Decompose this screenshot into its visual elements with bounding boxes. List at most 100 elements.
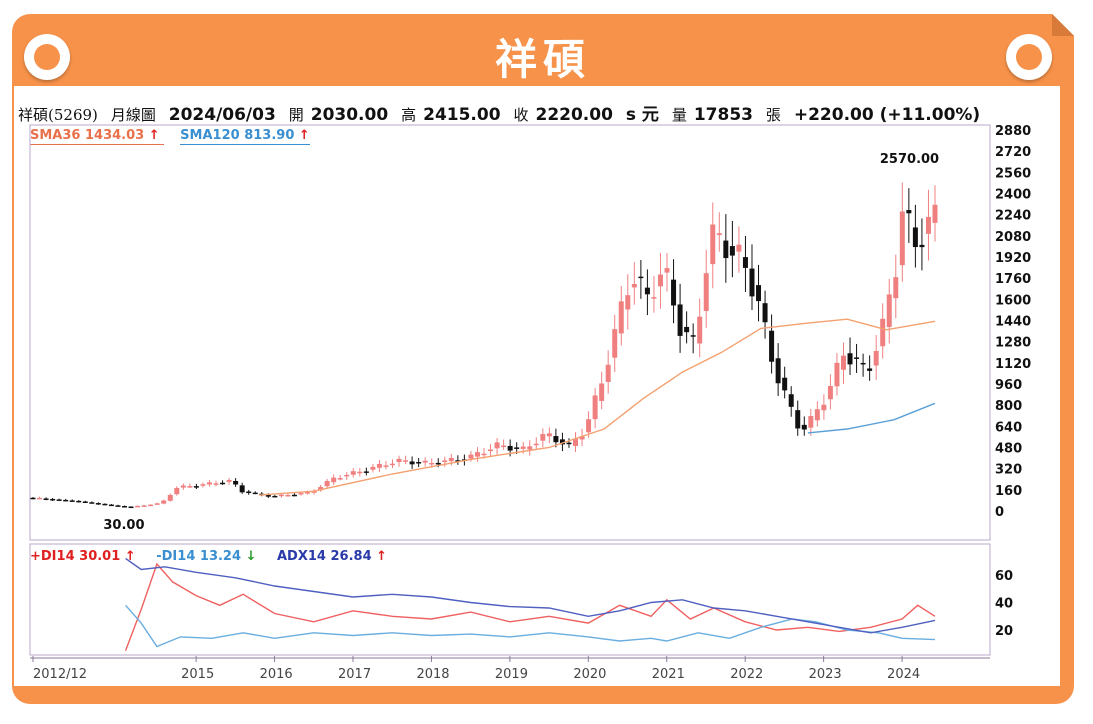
y-tick-label: 480 [995,442,1022,457]
candle-body [193,486,199,488]
candle-body [389,463,395,466]
candle-body [174,487,180,495]
candle-body [573,438,579,446]
candle-body [860,362,866,365]
sma120-line [807,402,936,434]
candle-body [605,364,611,382]
candle-body [742,257,748,268]
candle-body [448,457,454,462]
main-legend: SMA36 1434.03 ↑ SMA120 813.90 ↑ [30,128,326,145]
candle-body [847,353,853,365]
candle-body [644,287,650,295]
candle-body [782,377,788,391]
chart-panel [14,86,1060,686]
candle-body [540,434,546,441]
y-tick-label: 2720 [995,145,1031,160]
unit-label: s 元 [625,105,659,125]
candle-body [265,494,271,497]
y-tick-label: 2240 [995,209,1031,224]
candle-body [226,479,232,482]
legend-sma36: SMA36 1434.03 ↑ [30,128,165,145]
candle-body [278,494,284,497]
x-tick-label: 2015 [181,667,214,682]
high-label: 高 [401,106,417,124]
ring-icon-right [1006,34,1052,80]
candle-body [474,452,480,457]
x-tick-label: 2019 [495,667,528,682]
change-value: +220.00 (+11.00%) [793,105,981,125]
candle-body [651,297,657,299]
candle-body [775,358,781,384]
x-tick-label: 2024 [887,667,920,682]
candle-body [56,499,62,501]
candle-body [880,318,886,347]
dmi-y-tick-label: 60 [995,569,1013,584]
candle-body [697,316,703,344]
close-label: 收 [513,106,529,124]
candle-body [357,471,363,474]
candle-body [69,500,75,502]
candle-body [906,210,912,214]
candle-body [710,224,716,265]
stock-name: 祥碩(5269) [18,106,98,124]
candle-body [566,442,572,445]
candle-body [82,501,88,503]
candle-body [167,494,173,501]
y-tick-label: 1920 [995,251,1031,266]
high-value: 2415.00 [423,105,501,125]
legend-adx: ADX14 26.84 ↑ [277,549,387,565]
candle-body [899,211,905,266]
adx-label: ADX14 [277,549,326,564]
adx-value: 26.84 [330,549,372,564]
candle-body [579,436,585,440]
y-tick-label: 320 [995,463,1022,478]
x-tick-label: 2016 [260,667,293,682]
candle-body [801,424,807,430]
candle-body [318,486,324,491]
candle-body [729,246,735,256]
main-plot-area [29,124,991,541]
candle-body [827,385,833,400]
plus-di-value: 30.01 [79,549,121,564]
arrow-up-icon: ↑ [148,128,160,143]
ring-icon-left [24,34,70,80]
minus-di-line [125,604,936,648]
candle-body [122,506,128,508]
candle-body [455,460,461,462]
candle-body [507,445,513,451]
x-tick-label: 2023 [809,667,842,682]
candle-body [363,471,369,473]
candle-body [553,436,559,443]
adx-line [125,557,936,634]
candle-body [599,383,605,401]
plus-di-line [124,562,936,651]
candle-body [795,410,801,429]
candle-body [716,233,722,236]
candle-body [285,495,291,497]
candle-body [664,268,670,273]
candle-body [30,497,36,500]
open-value: 2030.00 [310,105,389,125]
candle-body [213,483,219,485]
candle-body [350,471,356,475]
x-tick-label: 2017 [338,667,371,682]
candle-body [625,295,631,310]
y-tick-label: 2560 [995,166,1031,181]
candle-body [135,505,141,508]
candle-body [416,462,422,464]
candle-body [814,409,820,421]
candle-body [102,503,108,506]
candle-body [383,465,389,467]
y-tick-label: 1440 [995,315,1031,330]
candle-body [50,498,56,501]
volume-value: 17853 [693,105,753,125]
candle-body [494,442,500,449]
candle-body [873,350,879,366]
candle-body [239,485,245,493]
candle-body [442,460,448,463]
candle-body [514,447,520,449]
candle-body [161,500,167,504]
candle-body [115,505,121,507]
arrow-up-icon: ↑ [298,128,310,143]
